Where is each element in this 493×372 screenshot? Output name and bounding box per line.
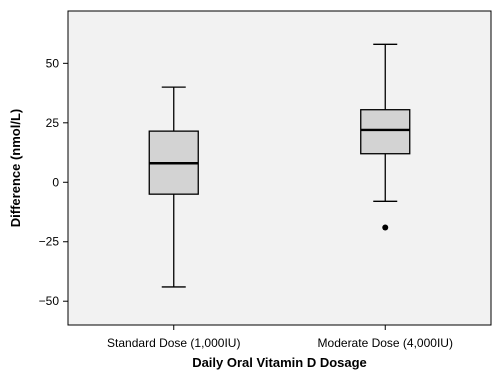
y-tick-label: 0 <box>52 175 59 189</box>
x-category-label: Moderate Dose (4,000IU) <box>318 336 453 350</box>
y-tick-label: −25 <box>39 235 60 249</box>
y-tick-label: 50 <box>46 56 60 70</box>
box-group: Standard Dose (1,000IU) <box>107 86 240 350</box>
plot-area <box>67 10 492 326</box>
y-tick-label: −50 <box>39 294 60 308</box>
y-tick-label: 25 <box>46 116 60 130</box>
iqr-box <box>360 109 411 155</box>
x-axis-title: Daily Oral Vitamin D Dosage <box>192 355 367 370</box>
outlier-point <box>382 224 389 231</box>
boxes: Standard Dose (1,000IU) Moderate Dose (4,… <box>107 43 453 350</box>
y-axis: −50 −25 0 25 50 <box>39 56 68 308</box>
box-group: Moderate Dose (4,000IU) <box>318 43 453 350</box>
x-category-label: Standard Dose (1,000IU) <box>107 336 240 350</box>
y-axis-title: Difference (nmol/L) <box>8 109 23 227</box>
